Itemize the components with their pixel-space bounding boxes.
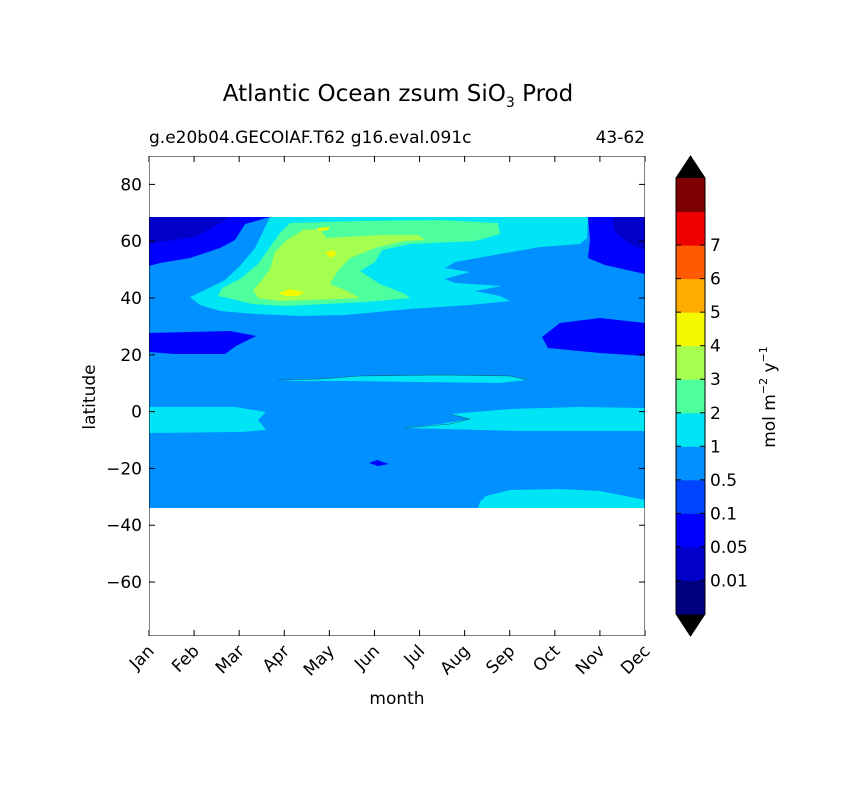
x-tick-label: Aug: [437, 641, 475, 679]
contour-region: [149, 331, 256, 354]
contour-region: [612, 217, 645, 250]
colorbar-extend-min: [676, 614, 705, 636]
colorbar-segment: [676, 312, 705, 347]
colorbar-label: mol m−2 y−1: [757, 346, 780, 448]
y-axis: 80 60 40 20 0 −20 −40 −60: [106, 175, 645, 593]
contour-region: [253, 229, 425, 301]
colorbar-tick-label: 1: [710, 437, 721, 457]
colorbar-segment: [676, 513, 705, 548]
colorbar-segment: [676, 178, 705, 213]
y-tick-label: −60: [106, 573, 142, 593]
y-tick-label: 80: [120, 175, 142, 195]
x-tick-label: Sep: [482, 641, 519, 678]
y-tick-label: 60: [120, 232, 142, 252]
contour-region: [478, 489, 645, 508]
nodata-south: [149, 508, 645, 636]
x-tick-label: Oct: [529, 641, 564, 676]
colorbar-segment: [676, 345, 705, 380]
colorbar-tick-label: 0.5: [710, 471, 737, 491]
colorbar-segment: [676, 446, 705, 481]
x-tick-label: Jan: [125, 641, 158, 674]
x-tick-label: May: [300, 641, 339, 680]
x-tick-label: Feb: [168, 641, 203, 676]
colorbar-tick-label: 6: [710, 270, 721, 290]
colorbar-tick-label: 0.1: [710, 504, 737, 524]
contour-region: [318, 227, 330, 231]
contour-region: [149, 407, 266, 433]
contour-region: [405, 407, 645, 431]
contour-region: [279, 289, 304, 296]
chart-subtitle-left: g.e20b04.GECOIAF.T62 g16.eval.091c: [149, 128, 471, 148]
colorbar-segment: [676, 412, 705, 447]
x-axis-label: month: [369, 689, 424, 709]
colorbar-tick-label: 0.01: [710, 571, 748, 591]
colorbar-segment: [676, 379, 705, 414]
colorbar-tick-label: 7: [710, 236, 721, 256]
y-tick-label: −20: [106, 459, 142, 479]
colorbar-segment: [676, 245, 705, 280]
x-tick-label: Dec: [617, 641, 654, 678]
colorbar-segment: [676, 278, 705, 313]
y-tick-label: 0: [131, 403, 142, 423]
contour-region: [542, 318, 645, 356]
chart-subtitle-right: 43-62: [596, 128, 645, 148]
y-tick-label: 40: [120, 289, 142, 309]
colorbar: 0.01 0.05 0.1 0.5 1 2 3 4 5 6 7: [675, 155, 748, 637]
contour-region: [325, 250, 337, 258]
x-tick-label: Apr: [259, 641, 294, 676]
contour-region: [369, 460, 389, 466]
plot-area: [149, 156, 645, 636]
y-axis-label: latitude: [80, 364, 100, 429]
colorbar-tick-label: 2: [710, 404, 721, 424]
colorbar-tick-label: 3: [710, 370, 721, 390]
colorbar-tick-label: 4: [710, 337, 721, 357]
colorbar-tick-label: 0.05: [710, 538, 748, 558]
colorbar-segment: [676, 580, 705, 615]
nodata-north: [149, 156, 645, 217]
colorbar-tick-label: 5: [710, 303, 721, 323]
contour-region: [278, 375, 527, 383]
colorbar-segment: [676, 546, 705, 581]
colorbar-outline: [675, 155, 706, 637]
y-tick-label: −40: [106, 516, 142, 536]
x-tick-label: Jul: [400, 641, 429, 670]
colorbar-segment: [676, 211, 705, 246]
chart-title: Atlantic Ocean zsum SiO3 Prod: [223, 81, 573, 111]
x-tick-label: Jun: [350, 641, 384, 675]
colorbar-segment: [676, 479, 705, 514]
colorbar-extend-max: [676, 156, 705, 178]
x-tick-label: Mar: [212, 641, 249, 678]
y-tick-label: 20: [120, 346, 142, 366]
x-tick-label: Nov: [572, 641, 610, 679]
contour-region: [149, 217, 230, 244]
